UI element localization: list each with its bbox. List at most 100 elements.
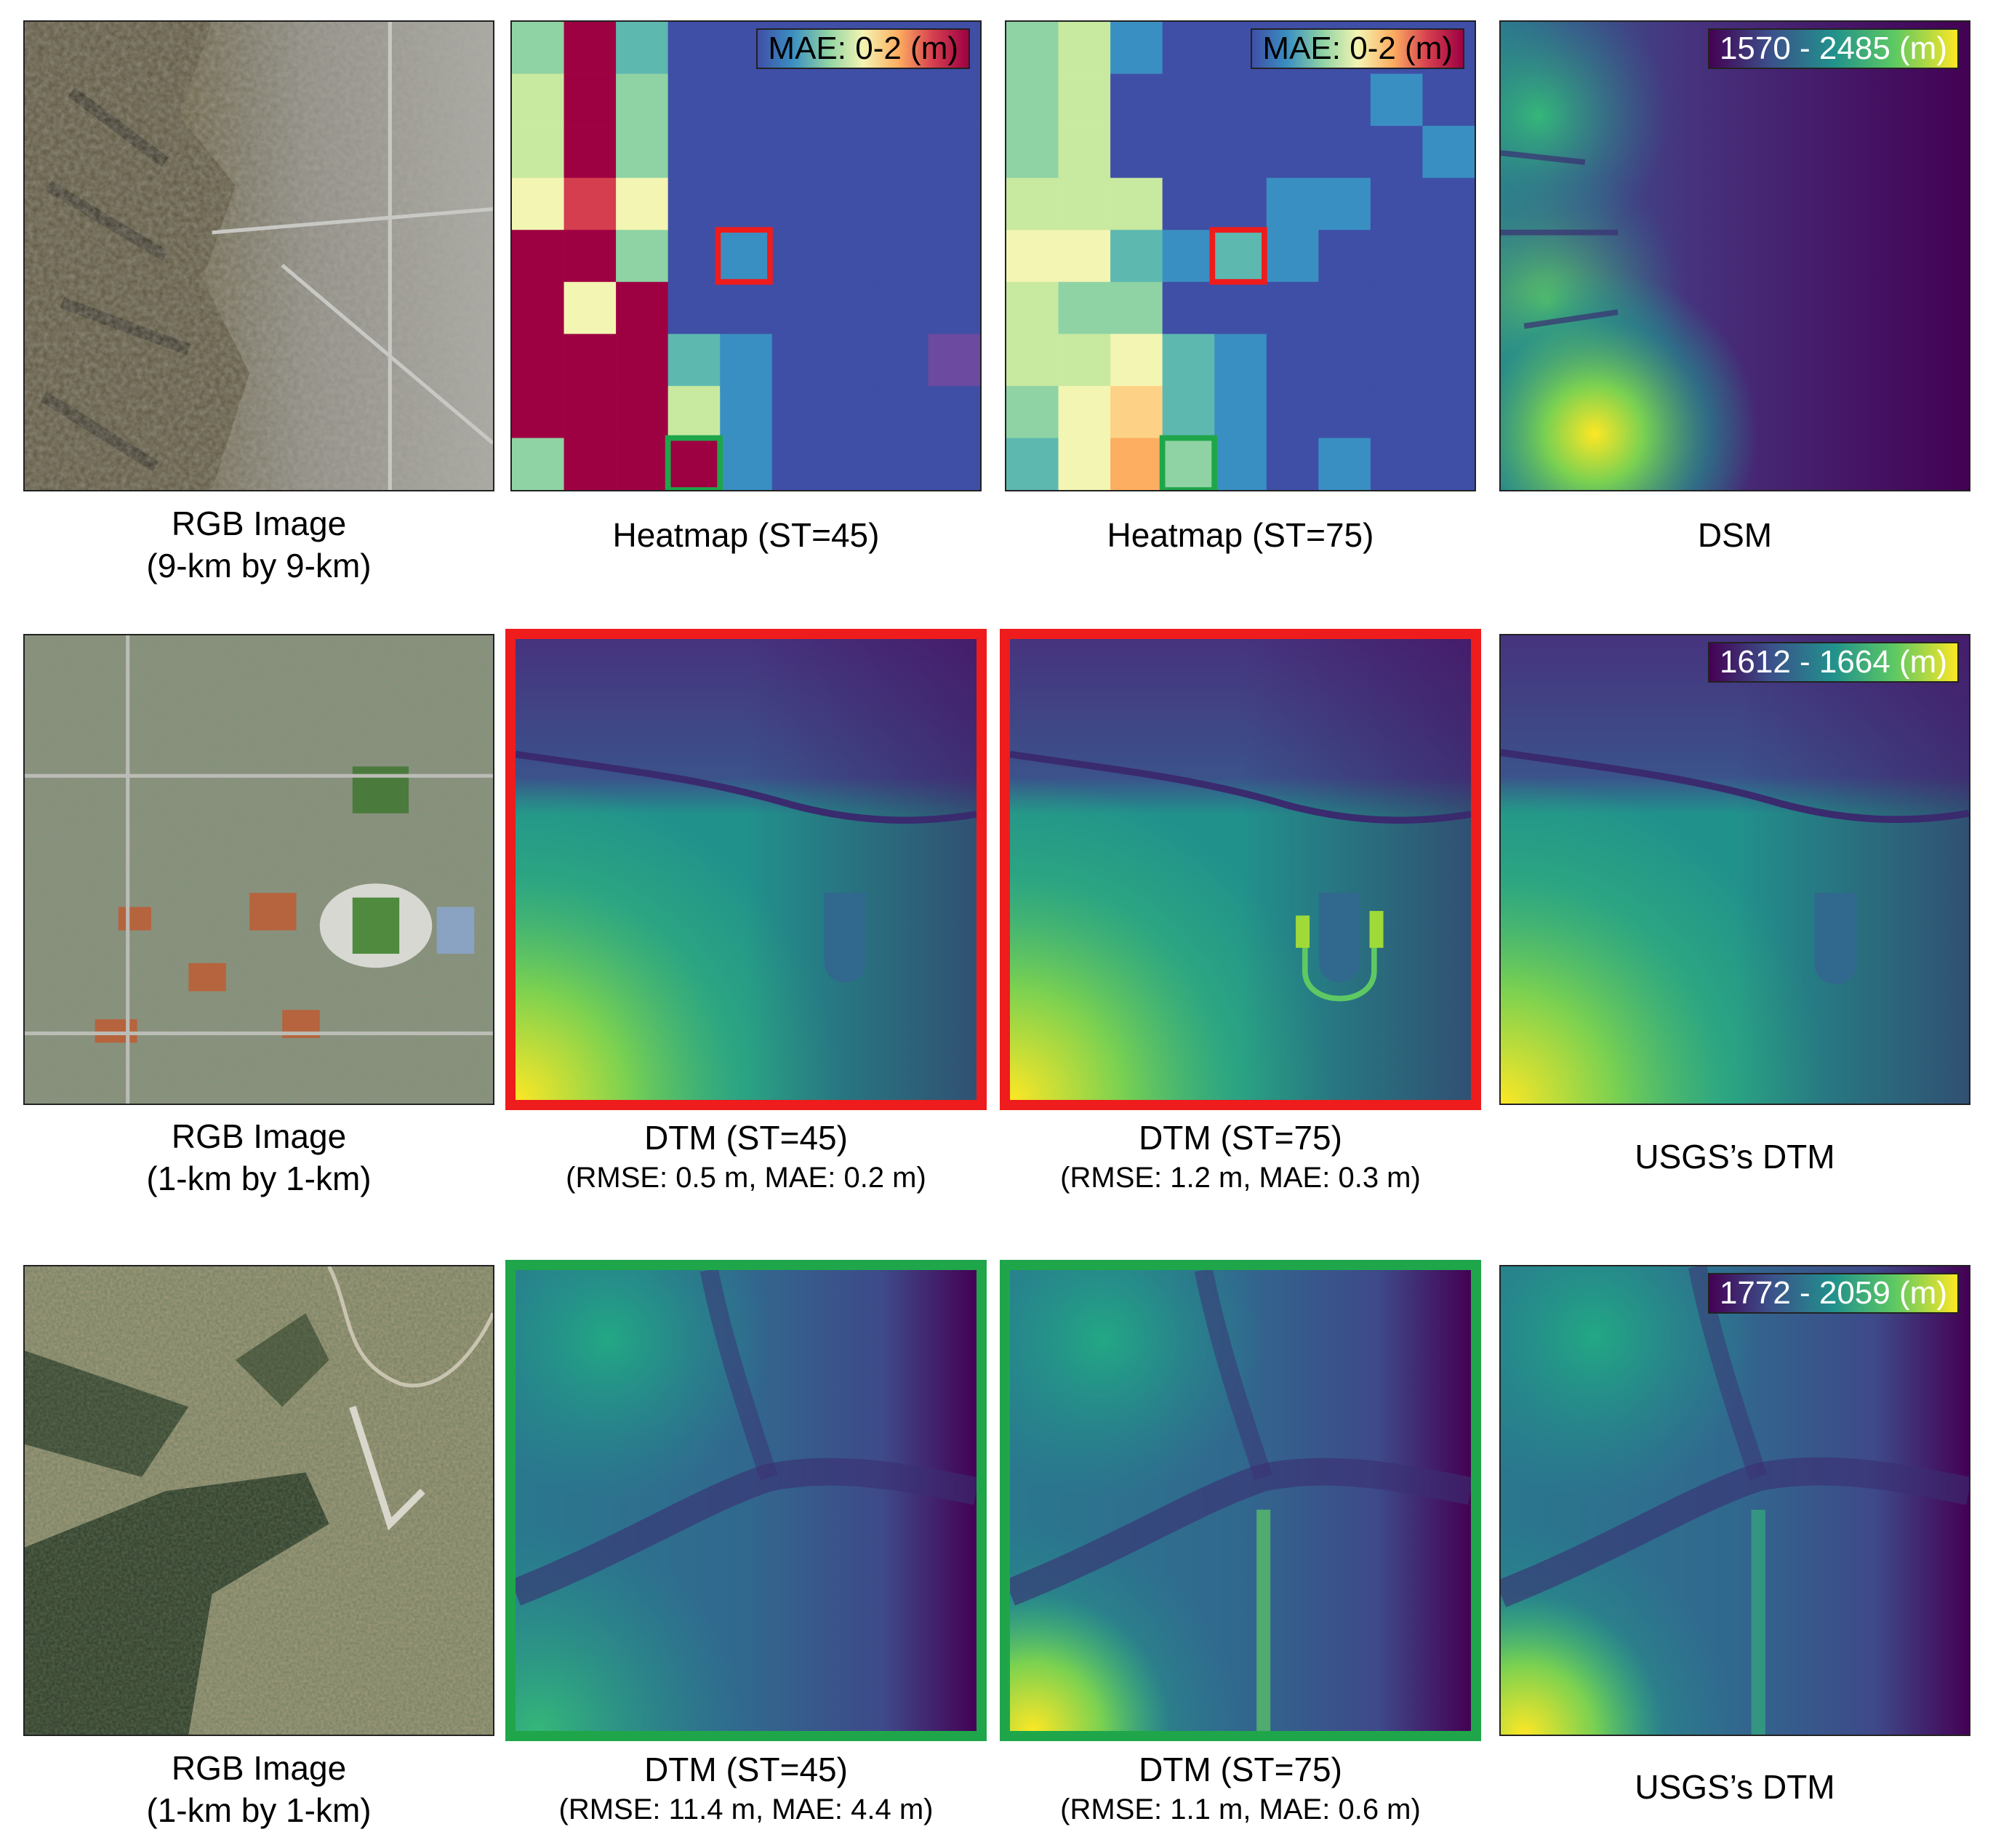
heatmap-st45-cell: [564, 177, 617, 230]
heatmap-st75-cell: [1370, 73, 1423, 126]
heatmap-st75-cell: [1058, 126, 1111, 178]
dtm-st45-campus: [505, 629, 987, 1110]
heatmap-st45-cell: [875, 73, 929, 126]
heatmap-st45-cell: [720, 177, 773, 230]
heatmap-st75-cell: [1162, 438, 1215, 490]
heatmap-st75-cell: [1214, 177, 1267, 230]
heatmap-st45-cell: [512, 230, 564, 283]
mae-legend: MAE: 0-2 (m): [1251, 28, 1464, 69]
caption-usgs-dtm-row3: USGS’s DTM: [1635, 1768, 1835, 1806]
heatmap-st45-cell: [564, 126, 617, 178]
heatmap-st75-cell: [1266, 126, 1319, 178]
caption-heatmap-st45: Heatmap (ST=45): [612, 516, 880, 554]
heatmap-st45-cell: [667, 385, 721, 438]
rgb-image-1km-mountain: [23, 1265, 494, 1736]
heatmap-st45-cell: [720, 438, 773, 490]
heatmap-st75-cell: [1006, 126, 1059, 178]
heatmap-st45-cell: [824, 230, 877, 283]
heatmap-st75-cell: [1422, 281, 1475, 334]
heatmap-st75-cell: [1422, 334, 1475, 387]
heatmap-st45-cell: [512, 22, 564, 74]
heatmap-st75-cell: [1110, 22, 1163, 74]
heatmap-st45-cell: [512, 73, 564, 126]
heatmap-st75-cell: [1162, 334, 1215, 387]
heatmap-st45-cell: [875, 177, 929, 230]
heatmap-st75-cell: [1266, 73, 1319, 126]
heatmap-st45-cell: [720, 281, 773, 334]
heatmap-st75-cell: [1370, 230, 1423, 283]
heatmap-st45-cell: [928, 230, 980, 283]
heatmap-st75-cell: [1006, 177, 1059, 230]
heatmap-st45-cell: [771, 334, 825, 387]
heatmap-st45-cell: [616, 177, 668, 230]
heatmap-st45-cell: [720, 230, 773, 283]
heatmap-st75-cell: [1214, 73, 1267, 126]
heatmap-st45-cell: [875, 126, 929, 178]
heatmap-st45-red-box: [715, 227, 773, 285]
heatmap-st75-cell: [1422, 230, 1475, 283]
heatmap-st75-cell: [1214, 230, 1267, 283]
heatmap-st45-cell: [928, 281, 980, 334]
mae-legend: MAE: 0-2 (m): [756, 28, 970, 69]
heatmap-st45-cell: [616, 385, 668, 438]
heatmap-st45-cell: [771, 281, 825, 334]
heatmap-st75-cell: [1110, 230, 1163, 283]
heatmap-st45-cell: [928, 334, 980, 387]
heatmap-st45-cell: [875, 334, 929, 387]
heatmap-st45-cell: [824, 126, 877, 178]
heatmap-st75-cell: [1422, 73, 1475, 126]
heatmap-st75-cell: [1110, 73, 1163, 126]
heatmap-st45-cell: [667, 177, 721, 230]
heatmap-st75-cell: [1058, 281, 1111, 334]
heatmap-st45-cell: [512, 126, 564, 178]
heatmap-st45-cell: [512, 385, 564, 438]
heatmap-st75-cell: [1214, 385, 1267, 438]
heatmap-st75-cell: [1266, 281, 1319, 334]
heatmap-st45-cell: [771, 230, 825, 283]
heatmap-st45-cell: [824, 177, 877, 230]
heatmap-st45-cell: [771, 385, 825, 438]
heatmap-st45-cell: [564, 22, 617, 74]
heatmap-st75-cell: [1214, 126, 1267, 178]
heatmap-st75-cell: [1318, 334, 1371, 387]
heatmap-st45-cell: [667, 73, 721, 126]
elevation-legend-row2: 1612 - 1664 (m): [1707, 642, 1959, 683]
heatmap-st45-cell: [616, 126, 668, 178]
caption-heatmap-st75: Heatmap (ST=75): [1107, 516, 1374, 554]
heatmap-st75-red-box: [1209, 227, 1267, 285]
caption-rgb-9km: RGB Image (9-km by 9-km): [146, 505, 372, 584]
heatmap-st75-cell: [1370, 334, 1423, 387]
heatmap-st45-cell: [564, 230, 617, 283]
heatmap-st75-cell: [1110, 334, 1163, 387]
heatmap-st75-green-box: [1159, 435, 1218, 490]
heatmap-st45-cell: [616, 73, 668, 126]
heatmap-st45-cell: [928, 385, 980, 438]
heatmap-st45-cell: [771, 438, 825, 490]
heatmap-st45-cell: [564, 385, 617, 438]
heatmap-st45-cell: [667, 126, 721, 178]
heatmap-st45-cell: [928, 177, 980, 230]
heatmap-st75-cell: [1110, 385, 1163, 438]
heatmap-st45-cell: [512, 334, 564, 387]
caption-dtm-st45-row2: DTM (ST=45) (RMSE: 0.5 m, MAE: 0.2 m): [566, 1119, 926, 1194]
heatmap-st45-cell: [667, 22, 721, 74]
heatmap-st45-cell: [564, 438, 617, 490]
heatmap-st45-cell: [824, 73, 877, 126]
heatmap-st45-cell: [875, 281, 929, 334]
heatmap-st45-cell: [667, 334, 721, 387]
heatmap-st75-cell: [1110, 438, 1163, 490]
heatmap-st45-cell: [616, 334, 668, 387]
usgs-dtm-campus: 1612 - 1664 (m): [1499, 634, 1970, 1105]
heatmap-st75-cell: [1058, 230, 1111, 283]
heatmap-st45-cell: [616, 281, 668, 334]
heatmap-st45-cell: [616, 438, 668, 490]
heatmap-st75-cell: [1110, 177, 1163, 230]
heatmap-st45-cell: [824, 281, 877, 334]
heatmap-st75-cell: [1422, 177, 1475, 230]
heatmap-st45-cell: [512, 177, 564, 230]
heatmap-st75-cell: [1006, 73, 1059, 126]
heatmap-st75-cell: [1214, 334, 1267, 387]
heatmap-st75-cell: [1318, 281, 1371, 334]
heatmap-st75-cell: [1318, 230, 1371, 283]
heatmap-st75-cell: [1006, 385, 1059, 438]
